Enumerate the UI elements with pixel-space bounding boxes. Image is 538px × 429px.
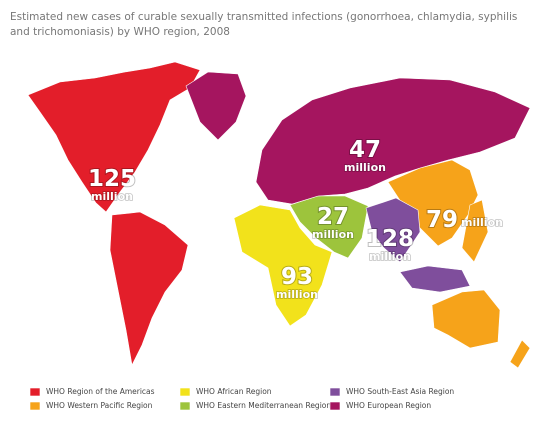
- legend-swatch: [179, 401, 191, 411]
- unit-label: million: [369, 250, 411, 263]
- unit-label: million: [461, 216, 503, 229]
- unit-label: million: [312, 228, 354, 241]
- region-shape: [289, 195, 369, 259]
- legend-swatch: [179, 387, 191, 397]
- legend-swatch: [329, 401, 341, 411]
- title-line: Estimated new cases of curable sexually …: [10, 11, 517, 23]
- value-label: 125: [88, 166, 136, 192]
- legend-label: WHO Eastern Mediterranean Region: [196, 401, 331, 410]
- legend-swatch: [29, 401, 41, 411]
- region-shape: [365, 197, 421, 263]
- region-shape: [461, 199, 489, 263]
- legend-swatch: [29, 387, 41, 397]
- value-label: 79: [426, 207, 458, 233]
- value-label: 27: [317, 204, 349, 230]
- title-line: and trichomoniasis) by WHO region, 2008: [10, 26, 230, 38]
- unit-label: million: [91, 190, 133, 203]
- unit-label: million: [276, 288, 318, 301]
- region-shape: [431, 289, 501, 349]
- value-label: 93: [281, 264, 313, 290]
- value-label: 128: [366, 226, 414, 252]
- legend-label: WHO South-East Asia Region: [346, 387, 454, 396]
- value-label: 47: [349, 137, 381, 163]
- legend-label: WHO European Region: [346, 401, 431, 410]
- unit-label: million: [344, 161, 386, 174]
- region-shape: [255, 77, 531, 205]
- region-shape: [109, 211, 189, 366]
- region-labels: 125 million 79 million 93 million 27 mil…: [87, 136, 504, 302]
- legend-label: WHO Western Pacific Region: [46, 401, 153, 410]
- region-shape: [27, 61, 201, 213]
- world-map: [27, 61, 531, 369]
- region-shape: [233, 204, 333, 327]
- region-shape: [399, 265, 471, 293]
- region-shape: [185, 71, 247, 141]
- legend: WHO Region of the Americas WHO Western P…: [29, 387, 454, 411]
- legend-label: WHO Region of the Americas: [46, 387, 155, 396]
- region-shape: [509, 339, 531, 369]
- legend-label: WHO African Region: [196, 387, 272, 396]
- legend-swatch: [329, 387, 341, 397]
